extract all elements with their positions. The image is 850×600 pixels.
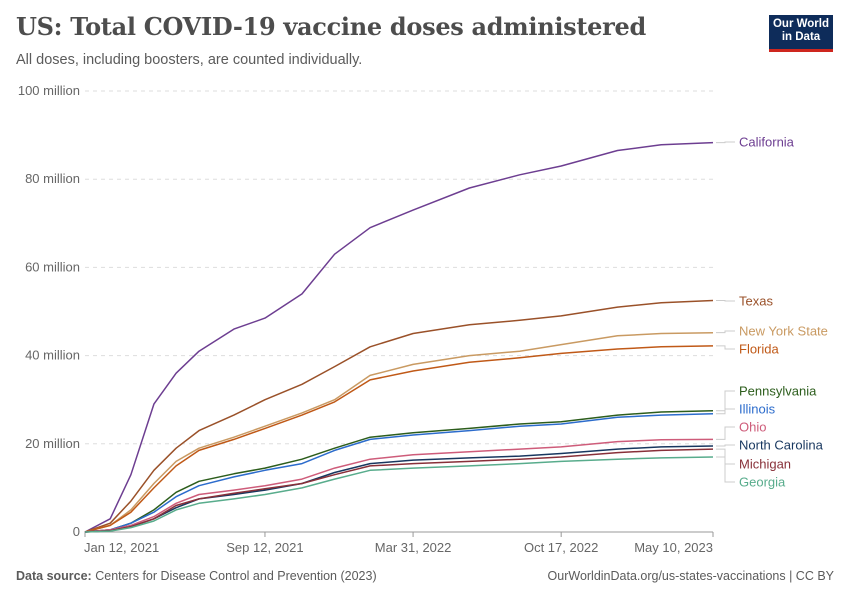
footer-link[interactable]: OurWorldinData.org/us-states-vaccination…: [547, 569, 834, 583]
x-tick-label: Jan 12, 2021: [84, 540, 159, 555]
series-label: Georgia: [739, 475, 786, 490]
chart-subtitle: All doses, including boosters, are count…: [16, 52, 363, 68]
series-label: Texas: [739, 294, 773, 309]
y-tick-label: 20 million: [25, 436, 80, 451]
legend-connector: [716, 444, 735, 447]
y-tick-label: 100 million: [18, 83, 80, 98]
series-label: California: [739, 135, 795, 150]
x-tick-label: Mar 31, 2022: [375, 540, 452, 555]
x-tick-label: Sep 12, 2021: [226, 540, 303, 555]
legend-connector: [716, 141, 735, 144]
owid-logo[interactable]: Our World in Data: [769, 15, 833, 52]
x-tick-label: Oct 17, 2022: [524, 540, 598, 555]
series-label: New York State: [739, 324, 828, 339]
series-label: Florida: [739, 342, 780, 357]
y-tick-label: 0: [73, 524, 80, 539]
series-label: Ohio: [739, 420, 766, 435]
series-line-michigan: [84, 448, 714, 533]
series-line-california: [84, 141, 714, 533]
series-line-georgia: [84, 456, 714, 533]
y-tick-label: 80 million: [25, 171, 80, 186]
series-line-florida: [84, 345, 714, 533]
series-line-new-york-state: [84, 331, 714, 533]
logo-line1: Our World: [772, 18, 829, 30]
legend-connector: [716, 330, 735, 334]
source-label: Data source:: [16, 569, 92, 583]
legend-connector: [716, 456, 735, 483]
source-note: Data source: Centers for Disease Control…: [16, 569, 377, 583]
series-label: Illinois: [739, 402, 776, 417]
chart-title: US: Total COVID-19 vaccine doses adminis…: [16, 12, 646, 41]
y-tick-label: 60 million: [25, 259, 80, 274]
source-text: Centers for Disease Control and Preventi…: [95, 569, 377, 583]
series-label: Pennsylvania: [739, 384, 817, 399]
series-line-ohio: [84, 438, 714, 533]
legend-connector: [716, 408, 735, 415]
series-line-texas: [84, 299, 714, 533]
series-label: Michigan: [739, 457, 791, 472]
legend-connector: [716, 299, 735, 302]
series-line-illinois: [84, 413, 714, 533]
legend-connector: [716, 426, 735, 440]
series-line-pennsylvania: [84, 409, 714, 533]
series-label: North Carolina: [739, 438, 824, 453]
x-tick-label: May 10, 2023: [634, 540, 713, 555]
legend-connector: [716, 345, 735, 350]
legend-connector: [716, 390, 735, 412]
logo-line2: in Data: [781, 31, 821, 43]
y-tick-label: 40 million: [25, 348, 80, 363]
